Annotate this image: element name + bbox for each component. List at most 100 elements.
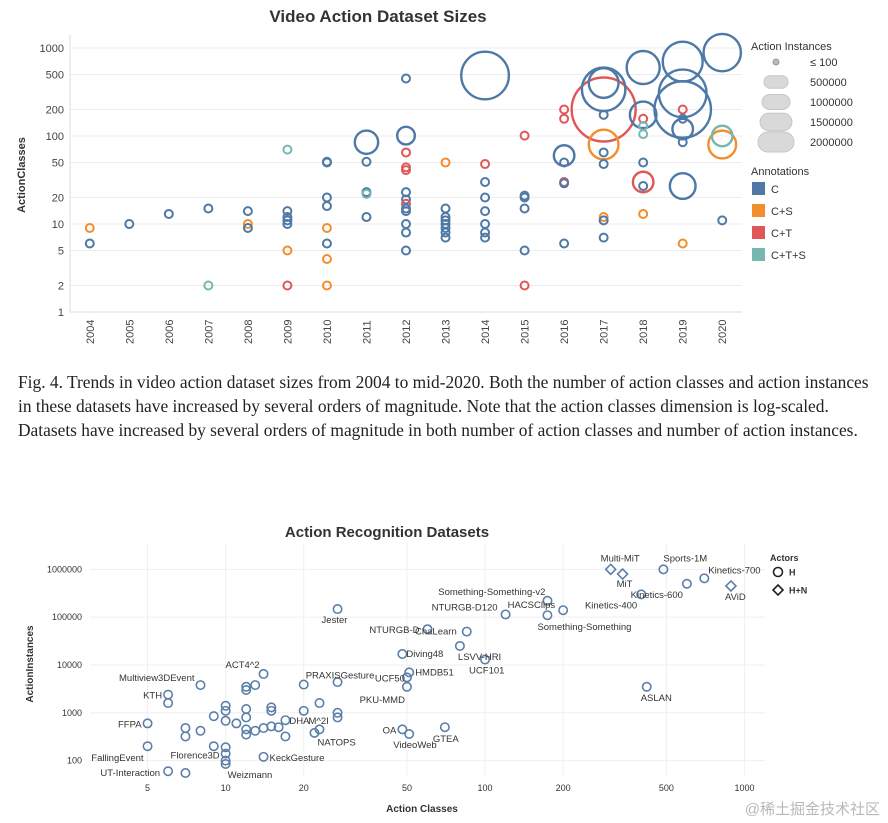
chart1-point: [282, 206, 293, 217]
actors-legend-title: Actors: [770, 553, 799, 563]
figure-caption: Fig. 4. Trends in video action dataset s…: [18, 372, 869, 440]
size-legend-label: 500000: [810, 77, 847, 89]
chart1-point: [282, 245, 293, 256]
chart1-x-tick-label: 2014: [480, 320, 492, 344]
chart1-point: [598, 215, 609, 226]
chart1-point: [519, 130, 530, 141]
chart1-point: [282, 219, 293, 229]
actors-legend: H H+N: [771, 566, 807, 597]
chart1-y-tick-label: 200: [46, 105, 64, 117]
chart2-point-label: UCF50: [375, 673, 405, 684]
chart2-point-circle: [163, 766, 174, 777]
chart2-point-circle: [220, 700, 231, 711]
chart2-point-circle: [241, 704, 252, 715]
chart1-y-ticks: 1 2 5 10 20 50 100 200 500 1000: [40, 43, 64, 319]
chart2-point-circle: [500, 609, 511, 620]
color-legend-title: Annotations: [751, 166, 810, 178]
chart1-point: [203, 280, 214, 291]
chart1-x-tick-label: 2008: [243, 320, 255, 344]
chart2-point-circle: [298, 679, 309, 690]
chart2-point-circle: [542, 610, 553, 621]
chart1-y-tick-label: 50: [52, 157, 64, 169]
chart2-point-circle: [681, 578, 692, 589]
chart1-y-tick-label: 100: [46, 131, 64, 143]
chart2-point-label: KTH: [143, 691, 162, 702]
chart2-xlabel: Action Classes: [386, 804, 458, 815]
actors-legend-label: H+N: [789, 586, 807, 596]
chart1-point: [282, 215, 293, 226]
chart2-point-circle: [195, 725, 206, 736]
chart1-x-tick-label: 2012: [401, 320, 413, 344]
chart1-point: [587, 66, 620, 100]
chart1-y-tick-label: 20: [52, 193, 64, 205]
chart2-point-circle: [699, 573, 710, 584]
chart1-point: [628, 100, 658, 130]
chart2-x-tick-label: 1000: [734, 783, 754, 793]
chart2-point-circle: [231, 718, 242, 729]
actors-legend-label: H: [789, 568, 796, 578]
action-recognition-chart: Action Recognition Datasets ActionInstan…: [25, 524, 807, 815]
chart2-point-circle: [258, 723, 269, 734]
size-legend-label: 1500000: [810, 117, 853, 129]
chart2-point-circle: [636, 589, 647, 600]
chart2-point-circle: [258, 668, 269, 679]
chart2-point-circle: [142, 741, 153, 752]
chart2-point-label: ASLAN: [641, 693, 672, 704]
chart2-point-label: Kinetics-600: [631, 590, 683, 601]
chart1-point: [668, 171, 697, 201]
chart1-point: [282, 144, 293, 155]
chart1-x-tick-label: 2018: [638, 320, 650, 344]
chart1-point: [242, 206, 253, 217]
chart2-point-label: PRAXISGesture: [306, 671, 375, 682]
color-legend-swatch: [752, 226, 765, 239]
chart1-point: [638, 181, 649, 192]
chart2-point-label: PKU-MMD: [360, 695, 406, 706]
chart2-point-label: Kinetics-400: [585, 600, 637, 611]
chart1-point: [598, 147, 609, 158]
chart2-point-label: FFPA: [118, 719, 142, 730]
chart2-point-circle: [397, 724, 408, 735]
color-legend-label: C+T: [771, 228, 792, 240]
chart1-y-tick-label: 500: [46, 69, 64, 81]
size-legend-swatch: [772, 58, 780, 66]
watermark: @稀土掘金技术社区: [744, 801, 880, 818]
chart2-point-circle: [220, 715, 231, 726]
chart2-point-circle: [208, 741, 219, 752]
chart1-point: [638, 157, 649, 168]
chart2-x-ticks: 5 10 20 50 100 200 500 1000: [145, 783, 754, 793]
chart2-point-label: DHA: [289, 716, 310, 727]
chart1-point: [440, 157, 451, 168]
chart1-point: [401, 245, 411, 256]
chart1-y-tick-label: 1: [58, 307, 64, 319]
chart2-point-circle: [461, 626, 472, 637]
chart2-points: [142, 563, 738, 779]
chart1-point: [677, 104, 688, 115]
chart2-point-circle: [273, 722, 284, 733]
chart1-point: [587, 128, 620, 161]
chart1-point: [638, 129, 649, 140]
chart1-point: [657, 68, 708, 119]
chart2-point-circle: [241, 681, 252, 692]
chart1-point: [440, 232, 451, 243]
chart2-x-tick-label: 10: [221, 783, 231, 793]
dataset-sizes-chart: Video Action Dataset Sizes ActionClasses…: [16, 7, 853, 344]
chart1-point: [707, 129, 738, 160]
chart1-point: [638, 208, 649, 219]
chart2-point-label: Diving48: [406, 649, 443, 660]
chart2-point-circle: [220, 755, 231, 766]
chart1-point: [559, 104, 570, 115]
chart1-point: [598, 232, 609, 243]
chart1-point: [321, 201, 332, 212]
chart1-point: [677, 113, 688, 124]
chart2-point-circle: [163, 689, 174, 700]
chart2-point-circle: [332, 707, 343, 718]
chart1-point: [401, 206, 411, 217]
chart1-x-tick-label: 2010: [322, 320, 334, 344]
chart2-point-label: Weizmann: [228, 770, 273, 781]
chart2-point-circle: [258, 751, 269, 762]
chart1-point: [124, 219, 135, 229]
chart2-point-circle: [401, 681, 412, 692]
chart1-point: [401, 147, 411, 158]
chart1-point: [321, 223, 332, 234]
chart1-x-tick-label: 2017: [599, 320, 611, 344]
